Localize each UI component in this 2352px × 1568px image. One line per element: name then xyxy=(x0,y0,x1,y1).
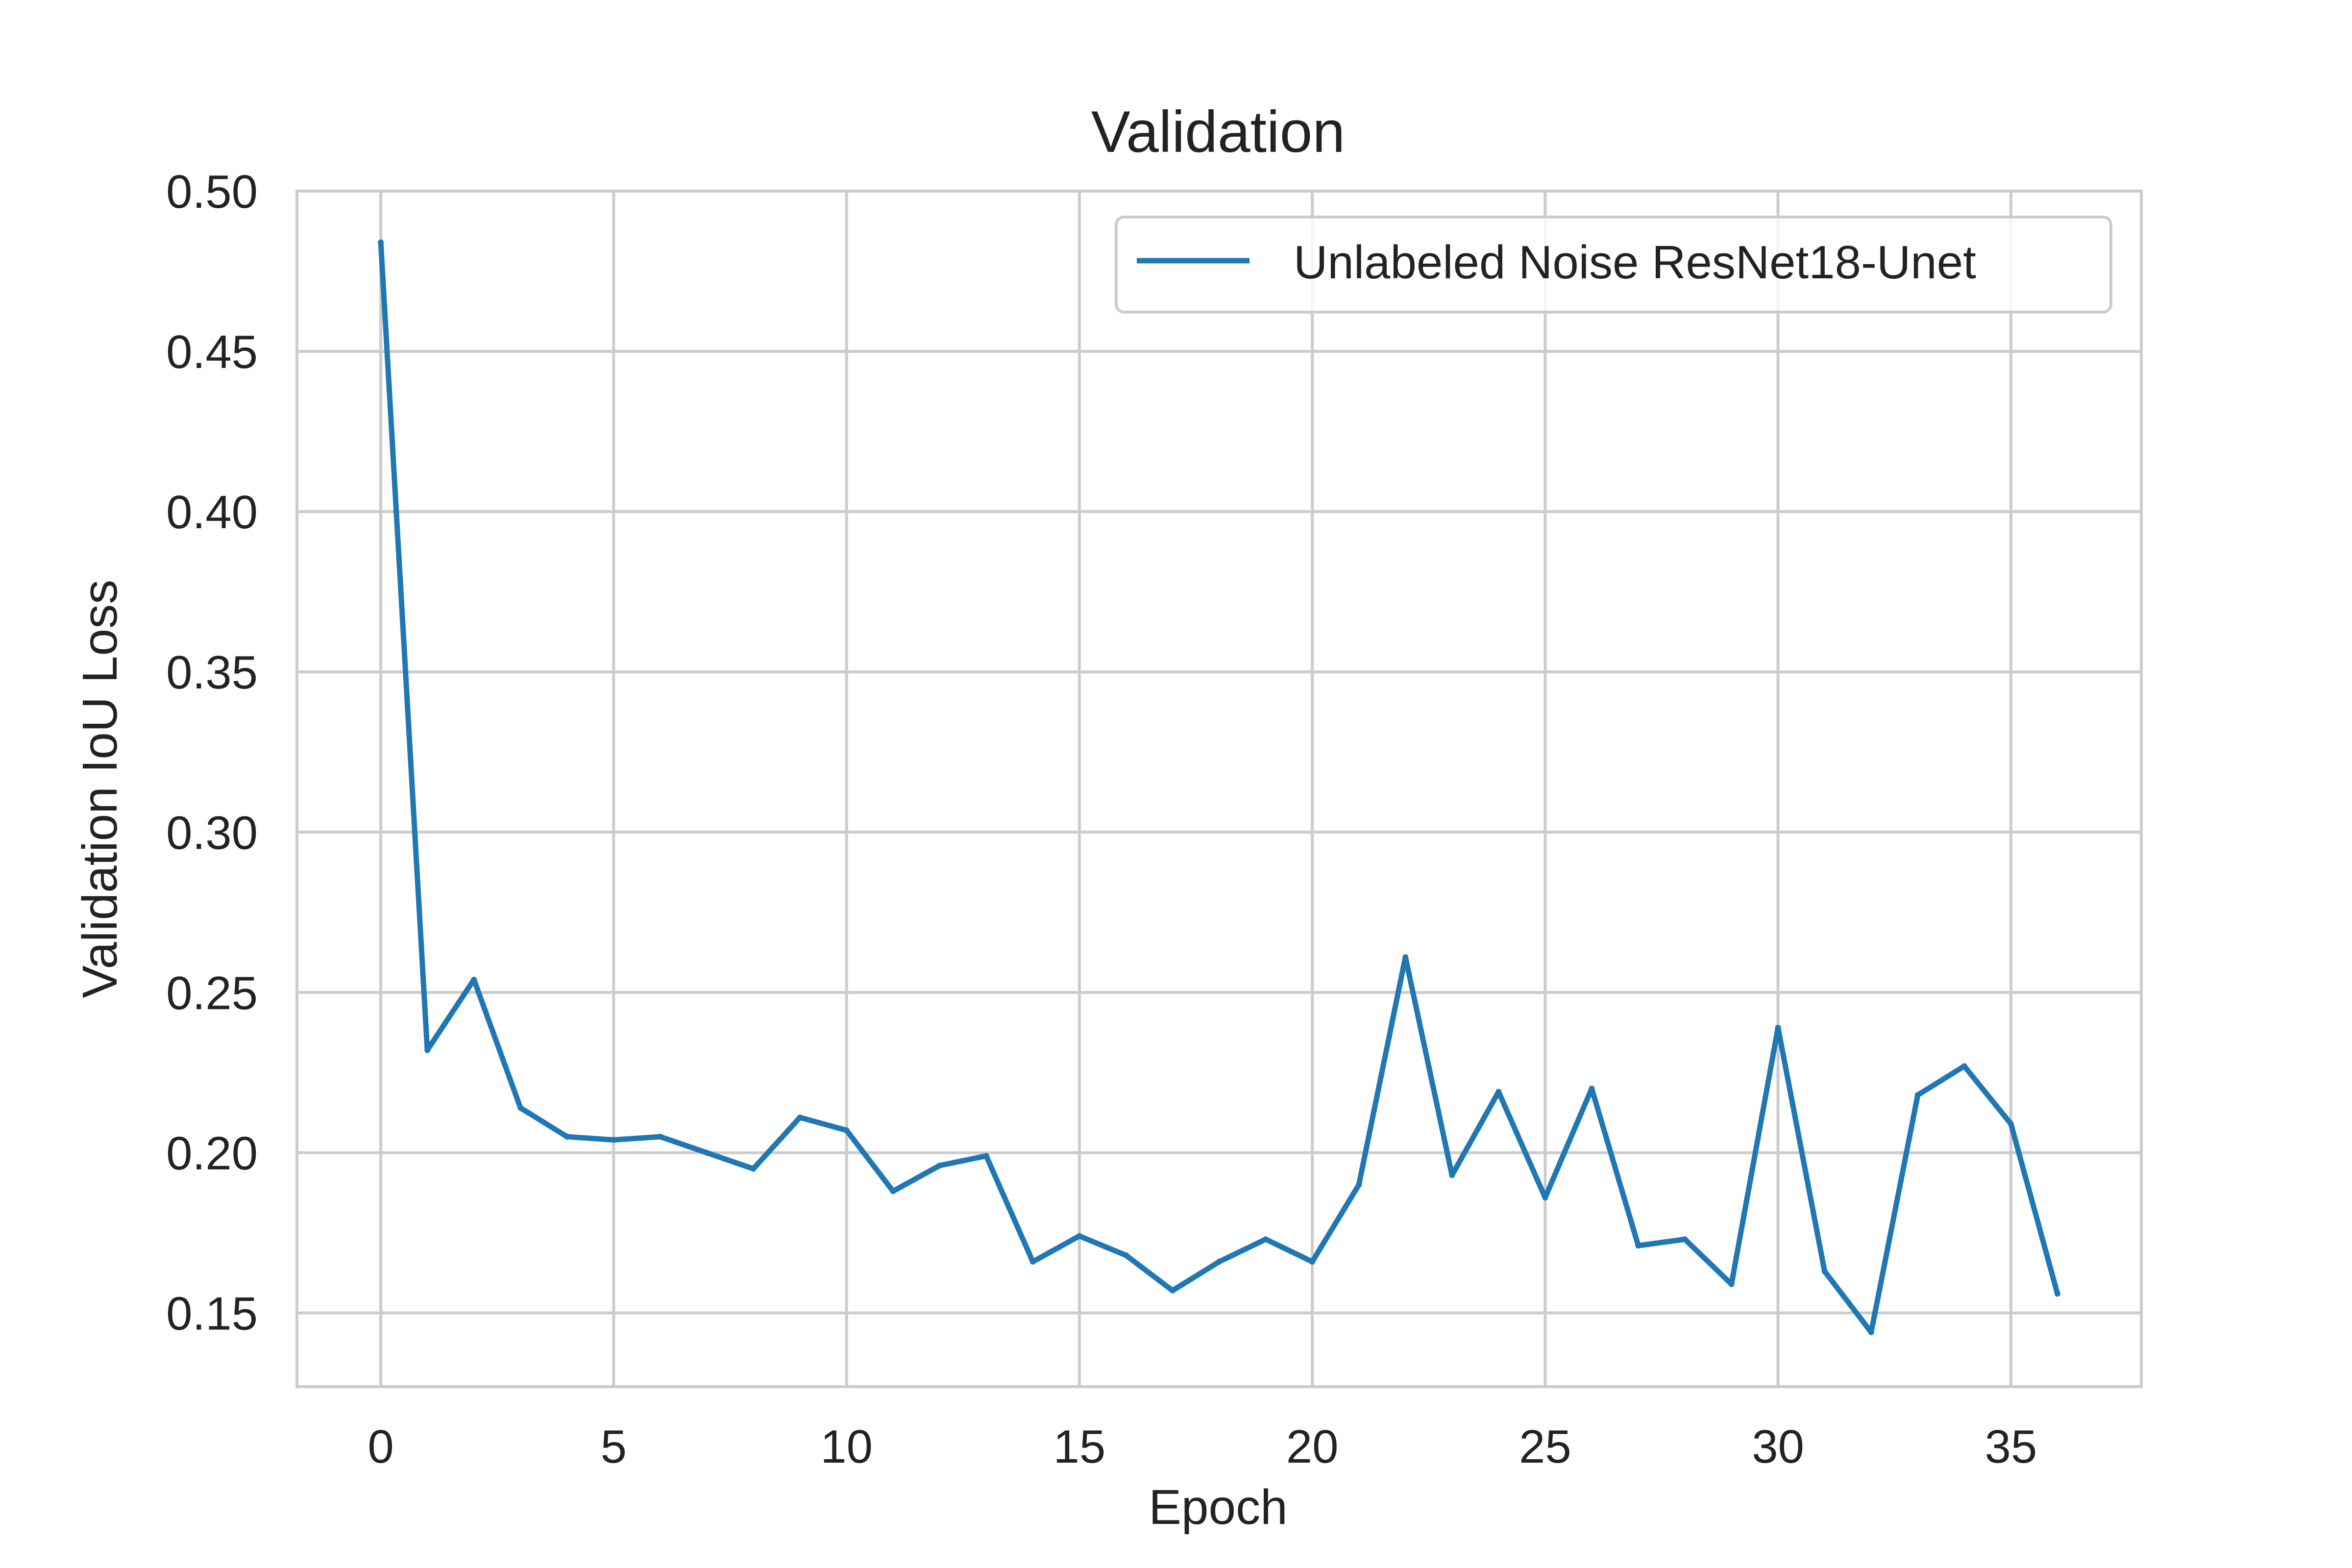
data-point xyxy=(1449,1172,1455,1178)
x-tick-label: 5 xyxy=(601,1421,627,1473)
data-point xyxy=(2008,1121,2014,1127)
y-tick-label: 0.50 xyxy=(166,166,258,218)
legend-box xyxy=(1115,216,2112,314)
data-point xyxy=(750,1166,757,1172)
data-point xyxy=(471,977,477,983)
data-point xyxy=(1914,1092,1921,1098)
x-tick-label: 20 xyxy=(1286,1421,1339,1473)
y-tick-label: 0.15 xyxy=(166,1288,258,1340)
data-point xyxy=(1495,1089,1502,1095)
data-point xyxy=(1635,1243,1642,1249)
data-point xyxy=(1589,1085,1595,1092)
data-point xyxy=(1263,1236,1269,1243)
data-point xyxy=(611,1137,617,1143)
data-point xyxy=(1076,1233,1082,1239)
y-tick-label: 0.25 xyxy=(166,967,258,1019)
data-point xyxy=(936,1162,943,1169)
legend: Unlabeled Noise ResNet18-Unet xyxy=(1115,216,2112,314)
data-point xyxy=(704,1150,710,1156)
legend-label: Unlabeled Noise ResNet18-Unet xyxy=(1294,236,1976,289)
y-tick-label: 0.40 xyxy=(166,486,258,539)
y-axis-label: Validation IoU Loss xyxy=(73,580,127,998)
data-point xyxy=(890,1188,896,1194)
data-point xyxy=(983,1153,989,1159)
data-point xyxy=(1216,1258,1222,1265)
data-point xyxy=(564,1133,570,1140)
data-point xyxy=(1961,1063,1967,1069)
grid-lines xyxy=(297,190,2141,1387)
x-tick-label: 35 xyxy=(1984,1421,2037,1473)
data-point xyxy=(1402,954,1409,960)
data-point xyxy=(1309,1258,1316,1265)
x-tick-label: 0 xyxy=(368,1421,393,1473)
data-point xyxy=(424,1047,431,1054)
data-point xyxy=(797,1114,803,1121)
data-point xyxy=(1682,1236,1688,1243)
data-point xyxy=(1123,1252,1129,1258)
data-point xyxy=(1029,1258,1036,1265)
data-point xyxy=(2054,1291,2060,1297)
data-point xyxy=(1775,1025,1781,1031)
data-point xyxy=(517,1104,524,1111)
y-tick-label: 0.20 xyxy=(166,1127,258,1179)
x-tick-label: 10 xyxy=(820,1421,873,1473)
x-axis-label: Epoch xyxy=(1149,1480,1288,1535)
data-point xyxy=(378,239,384,245)
data-point xyxy=(657,1133,663,1140)
x-tick-label: 30 xyxy=(1752,1421,1804,1473)
plot-frame xyxy=(295,190,2143,1388)
data-point xyxy=(1356,1181,1362,1188)
data-point xyxy=(1728,1281,1735,1287)
series-layer xyxy=(378,239,2060,1335)
chart-title: Validation xyxy=(1091,99,1345,165)
y-tick-label: 0.35 xyxy=(166,646,258,699)
data-point xyxy=(1868,1329,1874,1335)
y-tick-label: 0.30 xyxy=(166,807,258,859)
data-point xyxy=(1542,1195,1548,1201)
data-point xyxy=(1821,1268,1828,1274)
data-point xyxy=(1169,1287,1176,1294)
x-tick-label: 15 xyxy=(1053,1421,1105,1473)
y-tick-label: 0.45 xyxy=(166,326,258,378)
data-point xyxy=(843,1127,850,1133)
tick-labels: 0 5 10 15 20 25 30 35 0.15 0.20 0.25 0.30 0.35 0.40 0.… xyxy=(166,166,2037,1473)
x-tick-label: 25 xyxy=(1519,1421,1571,1473)
